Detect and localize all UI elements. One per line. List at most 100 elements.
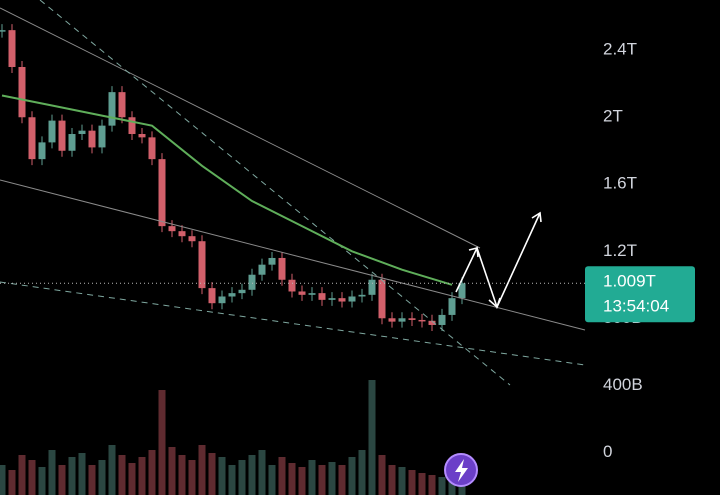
volume-bar (248, 455, 256, 495)
candle-body (148, 137, 156, 160)
price-tag (585, 266, 695, 323)
y-tick-label: 0 (603, 442, 612, 461)
volume-bar (368, 380, 376, 495)
volume-bar (168, 447, 176, 495)
candle-body (318, 293, 326, 300)
volume-bar (268, 465, 276, 495)
candle-body (428, 320, 436, 325)
candle-body (168, 226, 176, 232)
projection-path (455, 212, 541, 310)
candle-body (398, 318, 406, 322)
candle-body (28, 117, 36, 160)
upper-trend-line (0, 7, 481, 249)
volume-bar (58, 465, 66, 495)
volume-bar (348, 457, 356, 495)
candle-body (288, 279, 296, 292)
candle-body (0, 30, 6, 32)
candle-body (388, 318, 396, 322)
volume-bar (278, 457, 286, 495)
volume-bar (428, 475, 436, 495)
arrow-head (531, 211, 542, 223)
candle-body (128, 117, 136, 135)
candle-body (78, 130, 86, 135)
candle-body (208, 288, 216, 304)
candle-body (108, 92, 116, 126)
volume-bar (378, 455, 386, 495)
candle-body (358, 294, 366, 297)
candle-body (178, 231, 186, 237)
price-tag-countdown: 13:54:04 (603, 297, 669, 316)
y-tick-label: 2.4T (603, 40, 637, 59)
y-tick-label: 1.2T (603, 241, 637, 260)
volume-bar (0, 465, 6, 495)
candle-body (228, 293, 236, 297)
volume-bar (318, 465, 326, 495)
volume-bar (28, 460, 36, 495)
volume-bar (48, 450, 56, 495)
volume-bar (148, 450, 156, 495)
volume-bar (128, 463, 136, 495)
volume-bar (258, 450, 266, 495)
volume-bar (398, 467, 406, 495)
volume-bar (108, 445, 116, 495)
candle-body (448, 298, 456, 315)
candle-body (268, 257, 276, 265)
volume-bar (38, 467, 46, 495)
candle-body (378, 279, 386, 319)
arrow-head (488, 297, 501, 309)
candle-body (258, 264, 266, 275)
volume-bar (358, 450, 366, 495)
candle-body (8, 30, 16, 68)
candle-body (408, 318, 416, 320)
candle-body (38, 142, 46, 160)
candle-body (278, 257, 286, 280)
candle-body (58, 120, 66, 151)
volume-bar (308, 460, 316, 495)
candle-body (88, 130, 96, 148)
candle-body (188, 236, 196, 242)
volume-bar (208, 453, 216, 495)
volume-bar (298, 467, 306, 495)
candle-body (238, 289, 246, 294)
volume-bar (288, 463, 296, 495)
candle-body (328, 298, 336, 300)
volume-bar (228, 465, 236, 495)
candle-body (98, 125, 106, 148)
volume-bar (388, 465, 396, 495)
volume-bar (338, 465, 346, 495)
candle-body (308, 293, 316, 295)
volume-bar (18, 455, 26, 495)
candle-body (248, 274, 256, 290)
projection (455, 211, 542, 310)
candle-body (218, 296, 226, 304)
volume-bar (418, 473, 426, 495)
candle-body (418, 319, 426, 322)
candle-body (338, 298, 346, 302)
arrow-head (468, 247, 479, 258)
icon-bolt[interactable] (455, 459, 468, 482)
volume-bar (88, 465, 96, 495)
price-tag-value: 1.009T (603, 272, 656, 291)
volume-bar (178, 455, 186, 495)
candle-body (198, 241, 206, 289)
volume-bar (158, 390, 166, 495)
candle-body (298, 291, 306, 295)
volume-bar (78, 453, 86, 495)
candle-body (18, 67, 26, 118)
candle-body (438, 314, 446, 325)
volume-bar (98, 460, 106, 495)
volume-bar (408, 470, 416, 495)
candle-body (458, 283, 466, 299)
candle-body (48, 120, 56, 143)
volume-bar (8, 470, 16, 495)
moving-average (1, 94, 453, 286)
volume-bar (118, 455, 126, 495)
candle-body (118, 92, 126, 118)
volume-bar (438, 477, 446, 495)
volume-bar (238, 460, 246, 495)
volume-bar (198, 445, 206, 495)
volume-bar (138, 457, 146, 495)
lightning-icon[interactable] (444, 453, 478, 487)
middle-trend-line (0, 179, 586, 331)
